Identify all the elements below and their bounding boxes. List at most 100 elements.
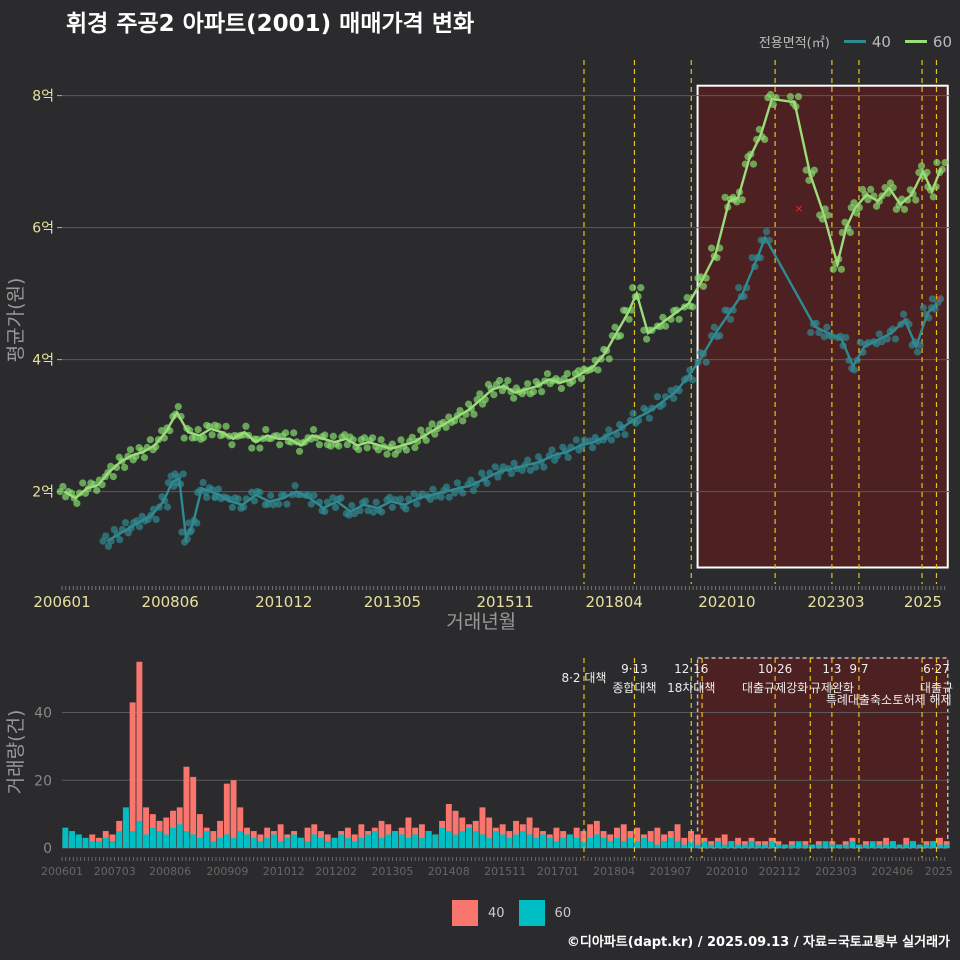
volume-bar-40 [405,817,412,848]
price-point-60 [538,388,546,396]
volume-bar-40 [163,817,170,848]
legend-swatch-bar-40 [452,900,478,926]
price-point-40 [605,426,613,434]
volume-x-tick-label: 202303 [815,865,857,878]
volume-bar-60 [836,844,842,848]
volume-bar-60 [297,837,304,848]
price-point-40 [919,304,928,312]
volume-bar-60 [277,841,284,848]
price-point-60 [428,420,436,428]
volume-x-tick-label: 201907 [650,865,692,878]
volume-x-tick-label: 200703 [94,865,136,878]
price-point-60 [242,422,250,430]
price-point-40 [726,315,735,323]
volume-y-tick-label: 20 [34,773,52,789]
price-point-40 [329,494,337,502]
price-point-40 [372,498,380,506]
volume-x-tick-label: 201202 [315,865,357,878]
volume-x-tick-label: 202010 [706,865,748,878]
volume-bar-60 [829,844,836,848]
volume-bar-60 [533,837,540,848]
price-point-40 [337,494,345,502]
volume-bar-60 [270,834,277,848]
price-point-60 [140,454,149,462]
volume-bar-60 [358,837,365,848]
volume-bar-40 [607,834,614,848]
price-x-tick-label: 201804 [586,593,643,611]
price-point-60 [383,450,391,458]
volume-bar-40 [190,776,197,848]
volume-bar-60 [721,844,728,848]
volume-bar-60 [452,834,459,848]
volume-bar-60 [540,834,546,848]
volume-x-tick-label: 200806 [149,865,191,878]
price-point-60 [126,446,135,454]
volume-bar-40 [936,837,943,848]
volume-bar-60 [392,831,398,848]
price-point-60 [543,370,552,378]
price-point-40 [588,444,597,452]
price-point-60 [605,355,613,363]
volume-bar-40 [324,834,331,848]
price-point-60 [456,406,464,415]
policy-label-date: 6·27 [923,662,950,676]
volume-bar-60 [170,827,176,848]
price-point-60 [363,444,371,452]
price-point-40 [429,485,437,493]
price-point-40 [524,456,532,464]
volume-bar-60 [842,844,849,848]
price-point-40 [102,532,110,540]
series-40 [99,227,945,550]
price-point-40 [116,536,124,544]
price-point-40 [267,491,275,500]
policy-label-name: 토허제 해제 [893,693,952,707]
price-point-60 [321,431,329,439]
volume-bar-40 [674,824,681,848]
volume-bar-60 [587,837,594,848]
volume-bar-40 [217,820,224,848]
price-point-60 [707,244,716,252]
volume-bar-40 [452,810,459,848]
price-point-60 [864,196,872,204]
volume-bar-60 [102,837,109,848]
legend-swatch-40 [843,40,866,43]
volume-bar-60 [62,827,69,848]
volume-bar-40 [143,807,150,848]
policy-label-name: 특례대출축소 [826,693,892,707]
price-point-40 [483,479,491,487]
price-point-60 [248,444,256,452]
volume-bar-60 [459,831,466,848]
volume-bar-60 [291,834,298,848]
price-point-60 [180,434,188,442]
legend-label-40: 40 [871,32,891,51]
price-point-60 [933,158,941,167]
price-point-60 [496,376,504,385]
policy-label-name: 18차대책 [667,680,715,695]
price-line-40 [106,234,938,543]
volume-y-tick-label: 0 [43,841,52,857]
policy-label-name: 대출규 [920,681,953,695]
volume-bar-60 [762,844,768,848]
price-point-40 [891,335,900,343]
volume-bar-40 [553,827,560,848]
price-point-40 [494,473,502,481]
volume-bar-60 [405,837,412,848]
price-point-40 [369,508,378,516]
price-point-40 [275,500,283,508]
price-point-60 [445,413,453,421]
price-point-40 [459,489,467,497]
volume-bar-40 [183,766,190,848]
volume-bar-60 [257,841,264,848]
volume-bar-60 [694,844,701,848]
legend-title: 전용면적(㎡) [758,36,830,51]
volume-bar-60 [815,844,822,848]
volume-bar-60 [237,831,244,848]
price-point-40 [185,519,193,527]
volume-bar-40 [647,831,654,848]
volume-bar-60 [264,837,271,848]
price-point-60 [661,322,670,330]
price-point-60 [637,284,645,292]
volume-bar-60 [688,841,694,848]
volume-bar-60 [862,844,869,848]
price-point-40 [135,523,144,531]
